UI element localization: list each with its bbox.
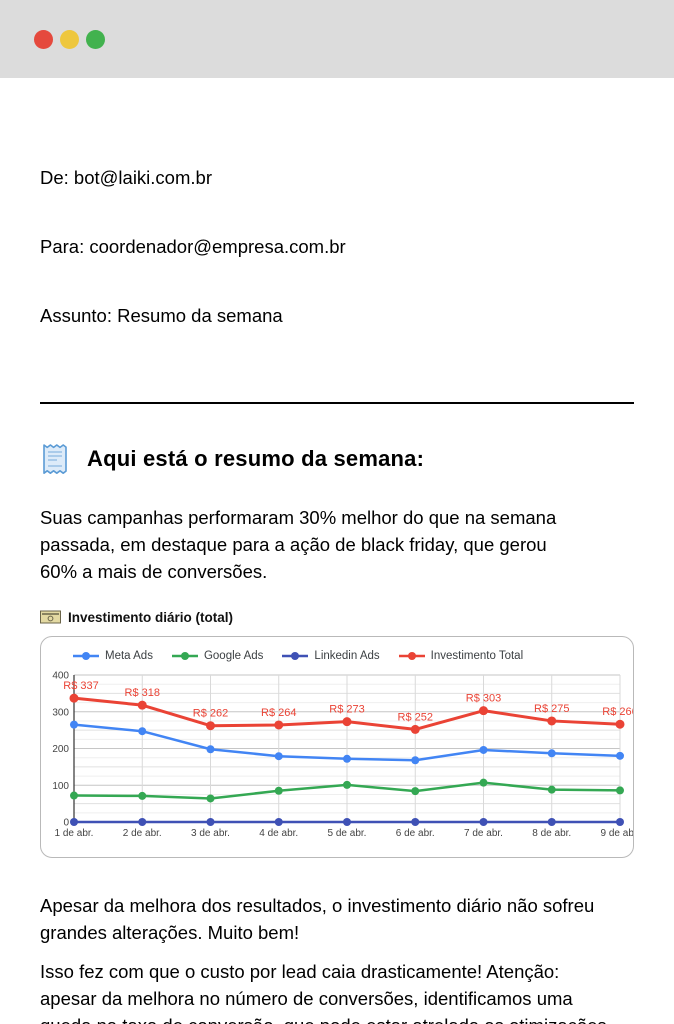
svg-text:R$ 337: R$ 337 [63,680,98,692]
summary-heading-row: Aqui está o resumo da semana: [40,442,634,476]
svg-text:200: 200 [52,744,69,755]
investment-chart-title-row: Investimento diário (total) [40,608,634,626]
window-titlebar [0,0,674,78]
legend-label: Meta Ads [105,650,153,662]
svg-text:2 de abr.: 2 de abr. [123,828,162,839]
legend-item: Investimento Total [398,650,524,662]
svg-text:R$ 262: R$ 262 [193,708,228,720]
svg-text:4 de abr.: 4 de abr. [259,828,298,839]
summary-heading: Aqui está o resumo da semana: [87,446,425,471]
svg-text:100: 100 [52,781,69,792]
legend-marker [171,652,198,660]
email-to: Para: coordenador@empresa.com.br [40,236,346,257]
email-headers: De: bot@laiki.com.br Para: coordenador@e… [40,120,634,373]
investment-chart-card: Meta Ads Google Ads Linkedin Ads Investimen… [40,636,634,858]
svg-text:R$ 275: R$ 275 [534,703,569,715]
legend-label: Google Ads [203,650,264,662]
legend-marker [282,652,309,660]
minimize-button[interactable] [60,29,79,49]
svg-text:6 de abr.: 6 de abr. [396,828,435,839]
svg-text:300: 300 [52,707,69,718]
email-body: De: bot@laiki.com.br Para: coordenador@e… [0,120,674,1024]
legend-marker [398,652,425,660]
cpl-comment-paragraph: Isso fez com que o custo por lead caia d… [40,961,607,1024]
investment-chart-title: Investimento diário (total) [68,609,234,625]
email-from: De: bot@laiki.com.br [40,167,212,188]
intro-paragraph: Suas campanhas performaram 30% melhor do… [40,507,557,582]
svg-text:9 de abr.: 9 de abr. [601,828,634,839]
legend-label: Linkedin Ads [314,650,380,662]
receipt-icon [40,442,70,476]
svg-text:R$ 318: R$ 318 [125,687,160,699]
svg-text:R$ 264: R$ 264 [261,707,296,719]
svg-text:7 de abr.: 7 de abr. [464,828,503,839]
legend-item: Google Ads [171,650,264,662]
svg-text:400: 400 [52,671,69,682]
svg-text:0: 0 [63,818,69,829]
legend-label: Investimento Total [430,650,524,662]
header-divider [40,402,634,404]
svg-text:R$ 303: R$ 303 [466,693,501,705]
investment-comment-paragraph: Apesar da melhora dos resultados, o inve… [40,895,595,943]
legend-marker [73,652,99,660]
svg-text:1 de abr.: 1 de abr. [55,828,94,839]
svg-text:R$ 266: R$ 266 [602,706,634,718]
svg-text:R$ 252: R$ 252 [398,711,433,723]
svg-text:R$ 273: R$ 273 [329,704,364,716]
svg-text:3 de abr.: 3 de abr. [191,828,230,839]
investment-chart-legend: Meta Ads Google Ads Linkedin Ads Investimen… [41,637,633,667]
legend-item: Meta Ads [73,650,153,662]
close-button[interactable] [34,29,53,49]
banknote-icon [40,610,61,624]
maximize-button[interactable] [86,29,105,49]
svg-text:5 de abr.: 5 de abr. [328,828,367,839]
svg-text:8 de abr.: 8 de abr. [532,828,571,839]
email-subject: Assunto: Resumo da semana [40,305,283,326]
legend-item: Linkedin Ads [282,650,380,662]
